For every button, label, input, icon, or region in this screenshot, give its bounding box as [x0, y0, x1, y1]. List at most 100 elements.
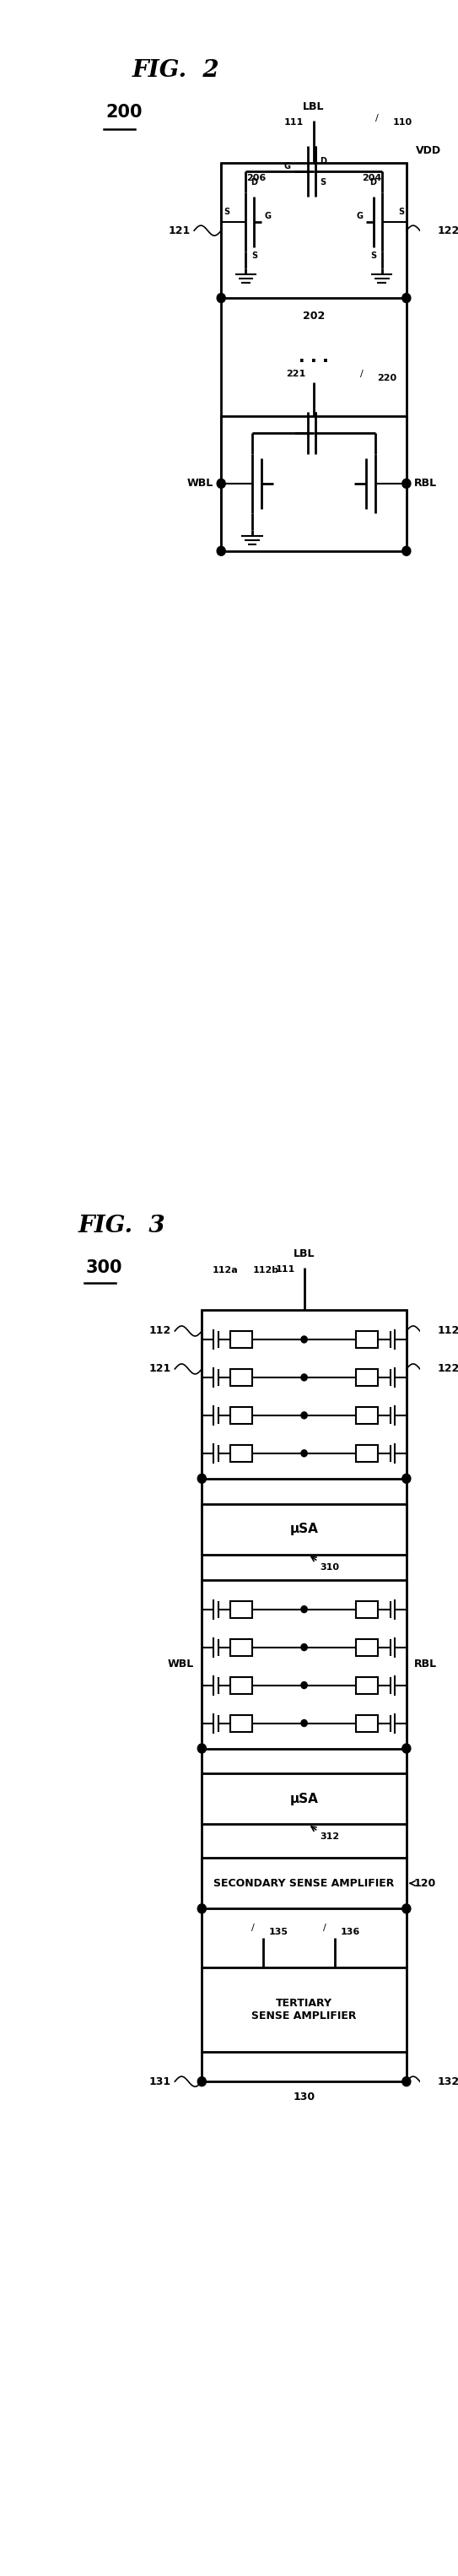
Bar — [221, 162, 406, 299]
Text: 312: 312 — [320, 1832, 339, 1842]
Text: 200: 200 — [105, 103, 142, 121]
Text: S: S — [320, 178, 326, 185]
Circle shape — [217, 479, 225, 489]
Bar — [230, 1677, 252, 1692]
Text: TERTIARY
SENSE AMPLIFIER: TERTIARY SENSE AMPLIFIER — [251, 1999, 357, 2022]
Bar — [230, 1406, 252, 1425]
Bar — [230, 1716, 252, 1731]
Circle shape — [301, 1373, 307, 1381]
Circle shape — [301, 1450, 307, 1455]
Circle shape — [301, 1412, 307, 1419]
Text: D: D — [251, 178, 258, 185]
Text: 122: 122 — [437, 1363, 458, 1376]
Text: 204: 204 — [362, 175, 382, 183]
Text: μSA: μSA — [290, 1793, 318, 1806]
Text: μSA: μSA — [290, 1522, 318, 1535]
Text: /: / — [251, 1924, 255, 1932]
Circle shape — [197, 2076, 206, 2087]
Text: 110: 110 — [393, 118, 412, 126]
Text: D: D — [320, 157, 327, 165]
Bar — [230, 1638, 252, 1656]
Text: 120: 120 — [414, 1878, 436, 1888]
Bar — [356, 1600, 378, 1618]
Text: G: G — [357, 211, 364, 222]
Circle shape — [217, 294, 225, 301]
Text: RBL: RBL — [414, 479, 437, 489]
Text: 300: 300 — [86, 1260, 123, 1275]
Bar — [230, 1332, 252, 1347]
Text: 111: 111 — [275, 1265, 295, 1273]
Circle shape — [197, 1473, 206, 1484]
Text: 112: 112 — [149, 1327, 171, 1337]
Text: 202: 202 — [303, 312, 325, 322]
Text: 135: 135 — [269, 1927, 288, 1937]
Text: 131: 131 — [149, 2076, 171, 2087]
Text: LBL: LBL — [294, 1249, 315, 1260]
Circle shape — [402, 294, 411, 301]
Text: /: / — [323, 1924, 327, 1932]
Bar — [356, 1368, 378, 1386]
Circle shape — [402, 1744, 411, 1754]
Text: 310: 310 — [320, 1564, 339, 1571]
Bar — [230, 1445, 252, 1461]
Bar — [202, 1579, 406, 1749]
Bar — [202, 1775, 406, 1824]
Circle shape — [402, 2076, 411, 2087]
Circle shape — [217, 546, 225, 556]
Bar — [356, 1332, 378, 1347]
Text: S: S — [398, 209, 404, 216]
Circle shape — [301, 1605, 307, 1613]
Circle shape — [402, 1473, 411, 1484]
Bar — [202, 1311, 406, 1479]
Circle shape — [301, 1337, 307, 1342]
Text: 220: 220 — [377, 374, 397, 381]
Bar — [356, 1445, 378, 1461]
Bar — [202, 1857, 406, 1909]
Bar — [202, 1968, 406, 2053]
Text: S: S — [370, 252, 376, 260]
Text: 111: 111 — [284, 118, 304, 126]
Bar — [230, 1368, 252, 1386]
Text: 122: 122 — [437, 224, 458, 237]
Text: FIG.  3: FIG. 3 — [78, 1213, 166, 1236]
Bar — [356, 1677, 378, 1692]
Text: . . .: . . . — [299, 348, 329, 366]
Text: SECONDARY SENSE AMPLIFIER: SECONDARY SENSE AMPLIFIER — [214, 1878, 394, 1888]
Text: VDD: VDD — [416, 144, 441, 157]
Text: 121: 121 — [149, 1363, 171, 1376]
Text: 112: 112 — [437, 1327, 458, 1337]
Text: 221: 221 — [286, 371, 306, 379]
Text: WBL: WBL — [187, 479, 213, 489]
Circle shape — [301, 1643, 307, 1651]
Text: 112b: 112b — [252, 1265, 278, 1275]
Text: D: D — [370, 178, 376, 185]
Text: LBL: LBL — [303, 100, 325, 113]
Circle shape — [402, 479, 411, 489]
Circle shape — [197, 1904, 206, 1914]
Text: /: / — [376, 113, 379, 124]
Circle shape — [301, 1721, 307, 1726]
Text: FIG.  2: FIG. 2 — [132, 59, 220, 82]
Circle shape — [301, 1682, 307, 1687]
Text: 121: 121 — [168, 224, 190, 237]
Bar — [356, 1406, 378, 1425]
Text: 112a: 112a — [212, 1265, 238, 1275]
Text: . . .: . . . — [299, 348, 329, 366]
Bar — [202, 1504, 406, 1553]
Text: RBL: RBL — [414, 1659, 437, 1669]
Circle shape — [402, 1904, 411, 1914]
Text: S: S — [224, 209, 229, 216]
Text: 130: 130 — [293, 2092, 315, 2102]
Bar — [356, 1716, 378, 1731]
Bar — [230, 1600, 252, 1618]
Text: 206: 206 — [246, 175, 266, 183]
Text: 136: 136 — [340, 1927, 360, 1937]
Text: /: / — [360, 371, 363, 379]
Circle shape — [197, 1744, 206, 1754]
Bar — [221, 417, 406, 551]
Text: G: G — [264, 211, 271, 222]
Text: 132: 132 — [437, 2076, 458, 2087]
Bar — [356, 1638, 378, 1656]
Text: G: G — [284, 162, 291, 170]
Text: S: S — [251, 252, 257, 260]
